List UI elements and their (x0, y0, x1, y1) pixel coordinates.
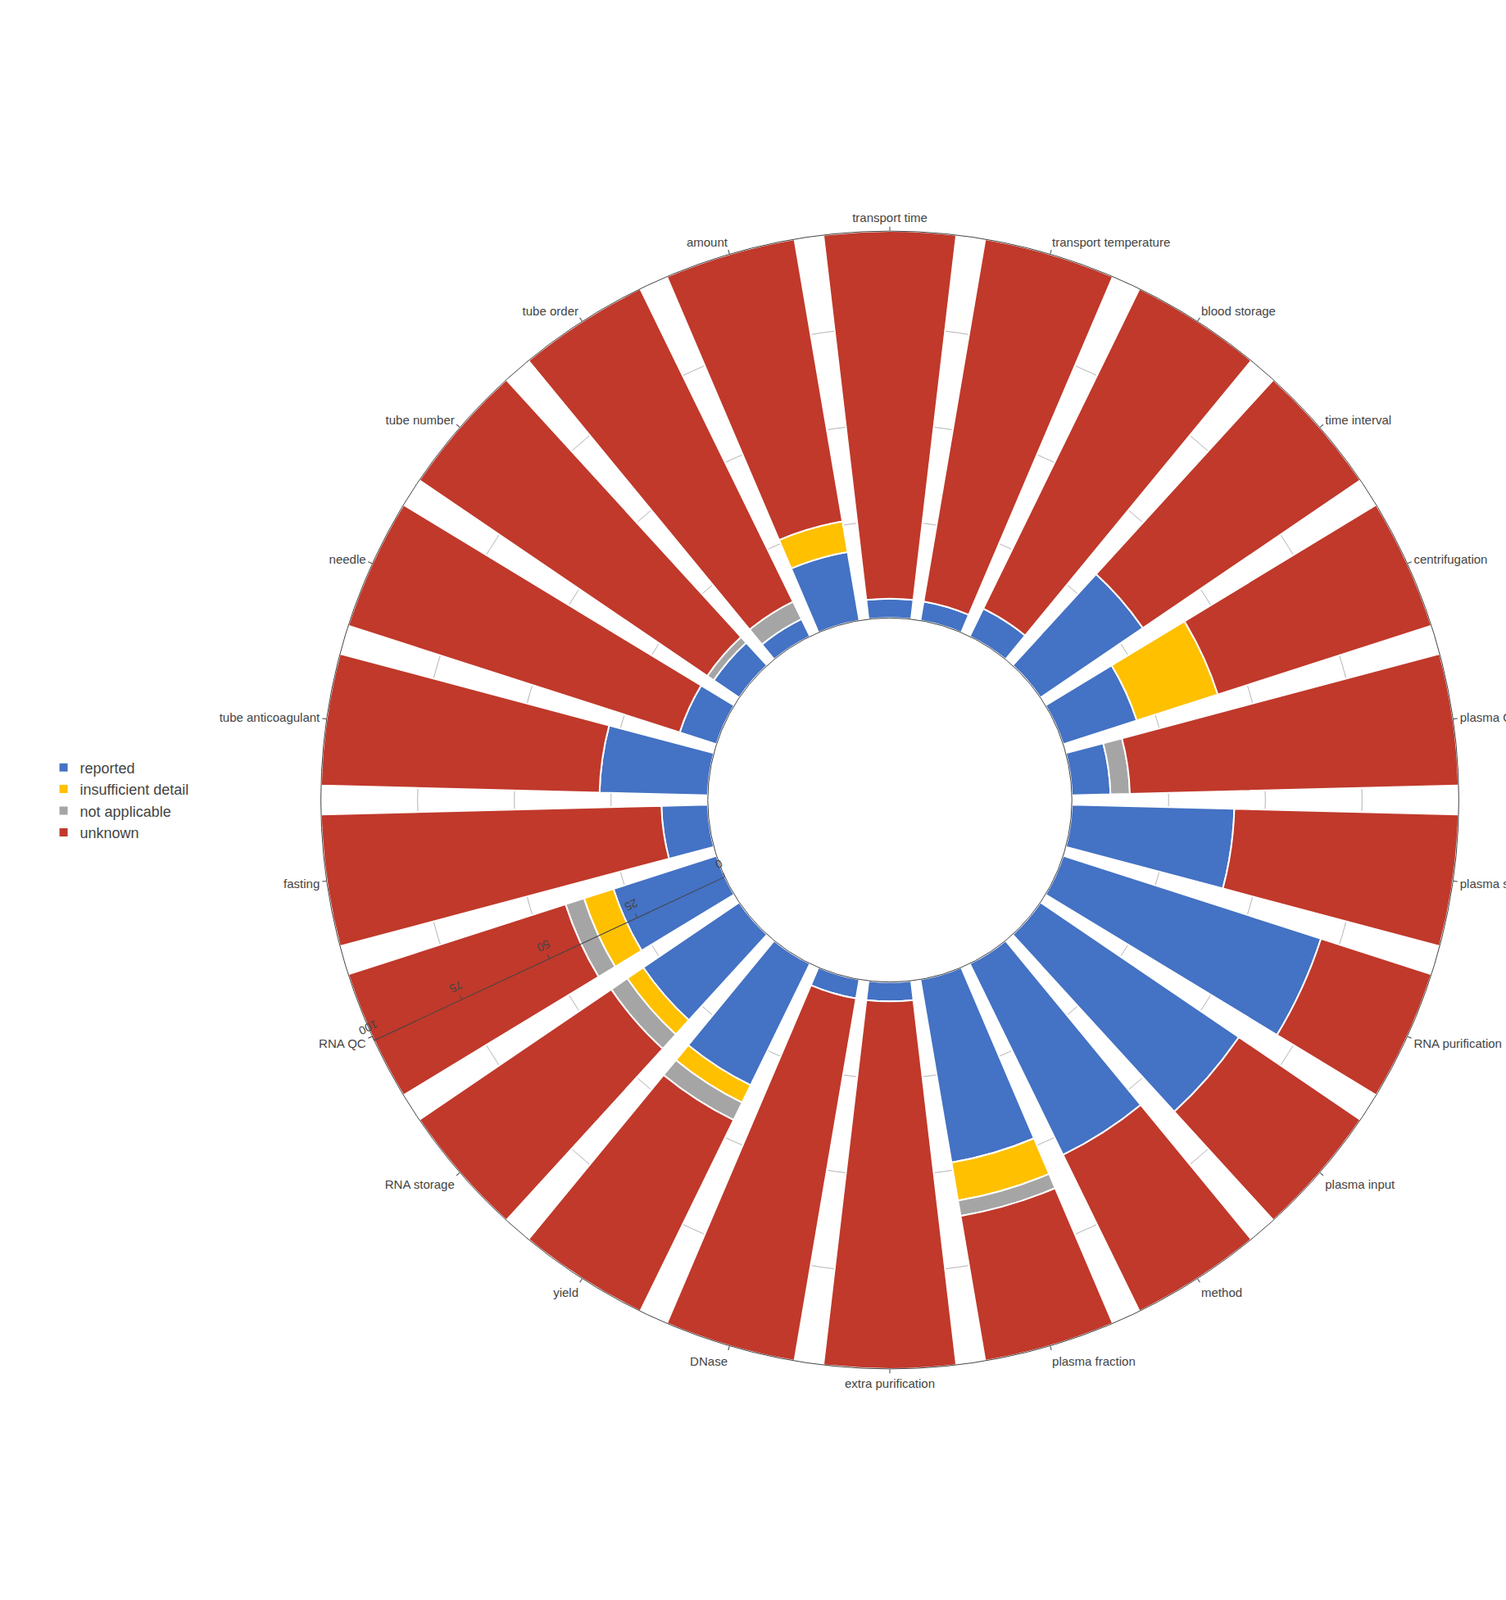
svg-text:100: 100 (356, 1017, 380, 1038)
svg-text:method: method (1201, 1285, 1243, 1300)
svg-text:amount: amount (686, 235, 729, 250)
svg-text:extra purification: extra purification (844, 1376, 935, 1391)
svg-text:plasma fraction: plasma fraction (1052, 1354, 1136, 1369)
svg-text:centrifugation: centrifugation (1413, 552, 1488, 567)
svg-text:RNA storage: RNA storage (385, 1177, 455, 1192)
svg-text:insufficient detail: insufficient detail (80, 781, 190, 799)
svg-text:25: 25 (622, 896, 640, 914)
svg-text:not applicable: not applicable (80, 803, 172, 821)
svg-text:transport time: transport time (852, 210, 928, 225)
svg-text:tube order: tube order (522, 303, 579, 318)
svg-text:0: 0 (712, 857, 725, 872)
svg-text:DNase: DNase (689, 1354, 728, 1369)
svg-text:reported: reported (80, 760, 136, 777)
svg-text:plasma storage: plasma storage (1460, 876, 1506, 891)
svg-text:plasma QC: plasma QC (1460, 710, 1506, 725)
svg-text:RNA QC: RNA QC (318, 1037, 367, 1052)
svg-text:tube anticoagulant: tube anticoagulant (219, 710, 321, 725)
svg-text:plasma input: plasma input (1324, 1177, 1396, 1192)
svg-text:transport temperature: transport temperature (1052, 235, 1171, 250)
svg-text:tube number: tube number (385, 412, 455, 427)
svg-text:50: 50 (535, 937, 553, 955)
svg-text:blood storage: blood storage (1201, 303, 1276, 318)
svg-text:75: 75 (447, 978, 465, 996)
svg-text:needle: needle (329, 552, 367, 567)
svg-text:fasting: fasting (283, 876, 320, 891)
svg-text:yield: yield (553, 1285, 579, 1300)
svg-text:time interval: time interval (1324, 412, 1392, 427)
svg-text:RNA purification: RNA purification (1413, 1037, 1502, 1052)
svg-text:unknown: unknown (80, 825, 140, 842)
